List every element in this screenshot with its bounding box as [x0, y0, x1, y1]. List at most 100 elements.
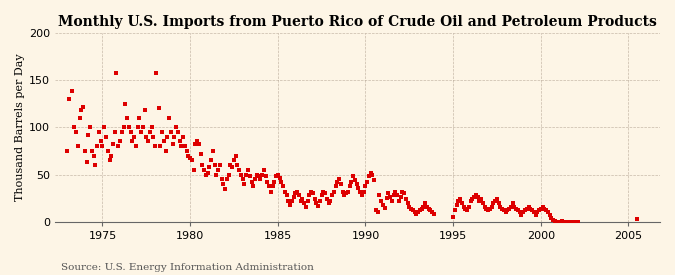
Point — [420, 201, 431, 205]
Point — [265, 189, 276, 194]
Point — [92, 144, 103, 148]
Point — [171, 125, 182, 130]
Point — [506, 204, 516, 209]
Point — [516, 213, 527, 217]
Point — [373, 210, 383, 214]
Point — [144, 130, 155, 134]
Point — [509, 204, 520, 209]
Point — [71, 130, 82, 134]
Point — [377, 202, 388, 207]
Point — [325, 199, 335, 203]
Point — [381, 196, 392, 200]
Point — [460, 206, 470, 211]
Point — [197, 163, 208, 167]
Point — [164, 116, 175, 120]
Point — [356, 193, 367, 197]
Point — [178, 134, 188, 139]
Point — [281, 193, 292, 197]
Point — [455, 197, 466, 201]
Point — [476, 197, 487, 201]
Point — [385, 195, 396, 199]
Point — [553, 219, 564, 224]
Point — [194, 142, 205, 147]
Point — [416, 206, 427, 211]
Point — [250, 177, 261, 182]
Point — [155, 144, 166, 148]
Point — [132, 125, 143, 130]
Point — [412, 210, 423, 214]
Point — [220, 186, 231, 191]
Point — [78, 104, 88, 109]
Point — [101, 134, 111, 139]
Point — [350, 178, 360, 182]
Point — [562, 219, 572, 224]
Point — [182, 149, 192, 153]
Point — [335, 182, 346, 186]
Point — [106, 153, 117, 158]
Point — [555, 219, 566, 224]
Point — [551, 219, 562, 224]
Point — [195, 152, 206, 156]
Point — [467, 197, 478, 201]
Point — [138, 125, 148, 130]
Point — [421, 204, 432, 209]
Point — [285, 202, 296, 207]
Point — [215, 163, 225, 167]
Point — [388, 193, 399, 197]
Point — [564, 219, 574, 224]
Point — [399, 191, 410, 196]
Point — [392, 193, 402, 197]
Point — [569, 219, 580, 224]
Point — [360, 184, 371, 188]
Point — [283, 199, 294, 203]
Point — [95, 139, 106, 144]
Point — [408, 208, 418, 213]
Point — [530, 213, 541, 217]
Point — [183, 153, 194, 158]
Point — [477, 201, 488, 205]
Point — [358, 189, 369, 194]
Point — [300, 204, 311, 209]
Point — [160, 149, 171, 153]
Point — [348, 174, 358, 179]
Point — [327, 193, 338, 197]
Point — [386, 199, 397, 203]
Point — [279, 189, 290, 194]
Point — [127, 139, 138, 144]
Point — [321, 197, 332, 201]
Point — [74, 116, 85, 120]
Point — [500, 210, 511, 214]
Point — [313, 204, 323, 208]
Point — [400, 197, 411, 201]
Point — [423, 206, 434, 211]
Point — [188, 167, 199, 172]
Point — [406, 206, 416, 211]
Point — [174, 139, 185, 144]
Point — [206, 158, 217, 163]
Point — [176, 144, 187, 148]
Point — [306, 189, 317, 194]
Point — [230, 153, 241, 158]
Point — [481, 206, 492, 211]
Point — [448, 215, 458, 219]
Point — [209, 163, 220, 167]
Point — [141, 134, 152, 139]
Point — [297, 197, 308, 201]
Point — [227, 165, 238, 169]
Point — [383, 191, 394, 196]
Point — [427, 210, 437, 214]
Point — [353, 186, 364, 190]
Point — [534, 208, 545, 213]
Point — [369, 178, 379, 182]
Point — [521, 206, 532, 211]
Point — [394, 199, 404, 203]
Point — [546, 216, 557, 220]
Point — [346, 180, 357, 184]
Point — [234, 167, 244, 172]
Point — [339, 193, 350, 197]
Point — [479, 204, 490, 209]
Point — [294, 193, 304, 197]
Point — [198, 167, 209, 172]
Point — [371, 208, 381, 213]
Point — [63, 97, 74, 101]
